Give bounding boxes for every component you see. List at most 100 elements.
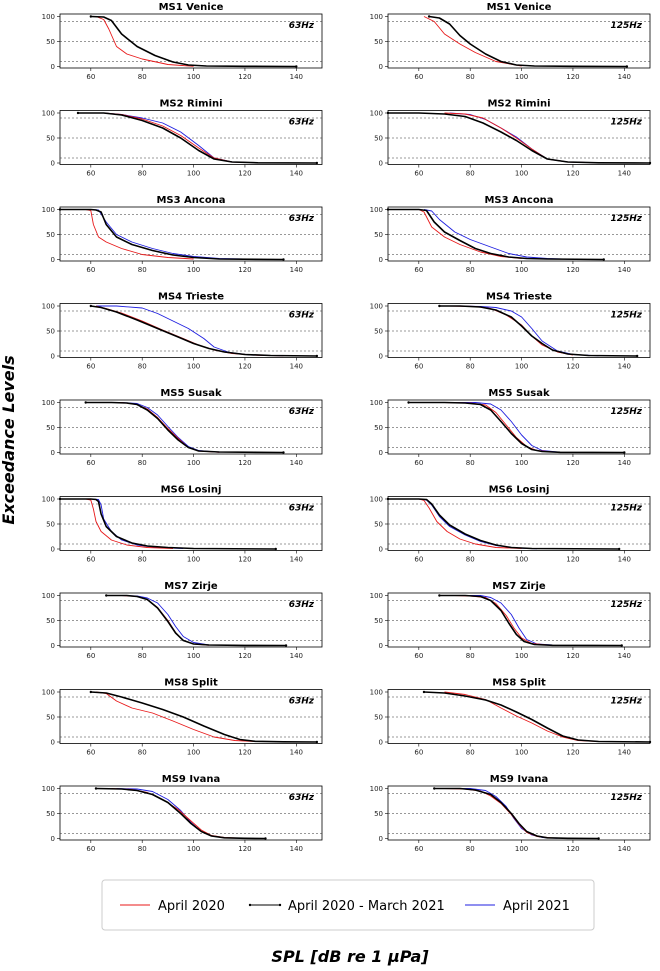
series-april-2020-march-2021 — [434, 787, 599, 840]
y-tick-label: 100 — [42, 592, 55, 600]
plot-frame — [59, 399, 323, 455]
series-april-2020-march-2021 — [85, 401, 284, 454]
frequency-label: 125Hz — [610, 214, 642, 224]
y-tick-label: 50 — [46, 424, 55, 432]
x-tick-label: 60 — [414, 363, 423, 371]
x-tick-label: 140 — [290, 73, 303, 81]
series-start-marker — [84, 401, 87, 404]
plot-frame — [59, 206, 323, 262]
y-tick-label: 0 — [51, 642, 55, 650]
x-tick-label: 140 — [618, 652, 631, 660]
series-start-marker — [438, 594, 441, 597]
series-end-marker — [315, 740, 319, 744]
panel-13: MS7 Zirje 60 80 100 120 140 0 50 100 63Hz — [42, 581, 323, 660]
x-tick-label: 100 — [515, 459, 528, 467]
frequency-label: 63Hz — [289, 407, 315, 417]
legend-entry-april-2020: April 2020 — [120, 899, 225, 914]
frequency-label: 125Hz — [610, 311, 642, 321]
x-tick-label: 80 — [466, 73, 475, 81]
series-start-marker — [89, 690, 93, 694]
panel-title: MS6 Losinj — [161, 485, 222, 496]
y-tick-label: 50 — [374, 810, 383, 818]
y-tick-label: 0 — [379, 546, 383, 554]
y-tick-label: 100 — [42, 399, 55, 407]
x-tick-label: 120 — [238, 363, 251, 371]
x-tick-label: 120 — [566, 73, 579, 81]
frequency-label: 63Hz — [289, 504, 315, 514]
x-tick-label: 80 — [138, 845, 147, 853]
y-tick-label: 0 — [51, 353, 55, 361]
frequency-label: 125Hz — [610, 21, 642, 31]
y-tick-label: 50 — [46, 231, 55, 239]
x-tick-label: 140 — [290, 652, 303, 660]
x-tick-label: 120 — [238, 266, 251, 274]
series-end-marker — [282, 451, 285, 454]
panel-title: MS4 Trieste — [486, 292, 552, 303]
x-tick-label: 100 — [187, 459, 200, 467]
series-april-2020-march-2021 — [428, 15, 627, 68]
plot-frame — [59, 110, 323, 165]
series-start-marker — [89, 15, 93, 18]
panel-title: MS5 Susak — [160, 388, 222, 399]
series-april-2020-march-2021 — [90, 15, 297, 68]
frequency-label: 63Hz — [289, 118, 315, 128]
plot-frame — [387, 13, 651, 69]
y-tick-label: 0 — [51, 256, 55, 264]
plot-frame — [387, 399, 651, 455]
panel-11: MS6 Losinj 60 80 100 120 140 0 50 100 63Hz — [42, 485, 323, 564]
series-april-2020-march-2021 — [423, 691, 651, 743]
series-end-marker — [635, 354, 639, 358]
x-tick-label: 100 — [515, 266, 528, 274]
y-tick-label: 0 — [379, 63, 383, 71]
panel-15: MS8 Split 60 80 100 120 140 0 50 100 63Hz — [42, 678, 323, 757]
y-tick-label: 50 — [374, 521, 383, 529]
series-april-2020-march-2021 — [90, 305, 317, 357]
x-tick-label: 100 — [515, 363, 528, 371]
series-april-2020-march-2021 — [408, 401, 625, 454]
series-start-marker — [76, 111, 80, 115]
x-tick-label: 100 — [187, 363, 200, 371]
panel-4: MS2 Rimini 60 80 100 120 140 0 50 100 125Hz — [370, 99, 652, 178]
y-tick-label: 0 — [379, 160, 383, 168]
x-tick-label: 60 — [86, 556, 95, 564]
x-tick-label: 60 — [414, 266, 423, 274]
legend-label-april-2021: April 2021 — [503, 899, 570, 914]
y-tick-label: 50 — [374, 328, 383, 336]
x-tick-label: 100 — [187, 73, 200, 81]
x-tick-label: 60 — [86, 73, 95, 81]
x-tick-label: 60 — [86, 363, 95, 371]
series-start-marker — [58, 208, 62, 211]
x-tick-label: 60 — [86, 170, 95, 178]
x-tick-label: 60 — [86, 266, 95, 274]
x-tick-label: 100 — [515, 73, 528, 81]
series-april-2020-march-2021 — [388, 208, 604, 261]
x-tick-label: 120 — [238, 170, 251, 178]
x-tick-label: 120 — [566, 363, 579, 371]
series-end-marker — [315, 161, 319, 165]
series-end-marker — [648, 161, 652, 165]
x-tick-label: 60 — [86, 749, 95, 757]
x-tick-label: 80 — [138, 73, 147, 81]
x-tick-label: 120 — [566, 845, 579, 853]
frequency-label: 63Hz — [289, 600, 315, 610]
panel-title: MS1 Venice — [487, 2, 552, 13]
plot-frame — [387, 206, 651, 262]
plot-frame — [387, 689, 651, 744]
x-tick-label: 100 — [187, 845, 200, 853]
frequency-label: 125Hz — [610, 600, 642, 610]
x-tick-label: 60 — [414, 170, 423, 178]
series-april-2020 — [95, 691, 256, 742]
x-tick-label: 140 — [290, 845, 303, 853]
series-end-marker — [620, 644, 623, 647]
plot-frame — [59, 303, 323, 358]
x-axis-label: SPL [dB re 1 µPa] — [271, 947, 429, 966]
series-end-marker — [617, 547, 621, 551]
y-tick-label: 100 — [42, 496, 55, 504]
y-tick-label: 0 — [51, 449, 55, 457]
panel-18: MS9 Ivana 60 80 100 120 140 0 50 100 125Hz — [370, 774, 651, 853]
y-tick-label: 50 — [46, 521, 55, 529]
series-end-marker — [315, 354, 319, 358]
x-tick-label: 100 — [187, 170, 200, 178]
x-tick-label: 120 — [238, 73, 251, 81]
